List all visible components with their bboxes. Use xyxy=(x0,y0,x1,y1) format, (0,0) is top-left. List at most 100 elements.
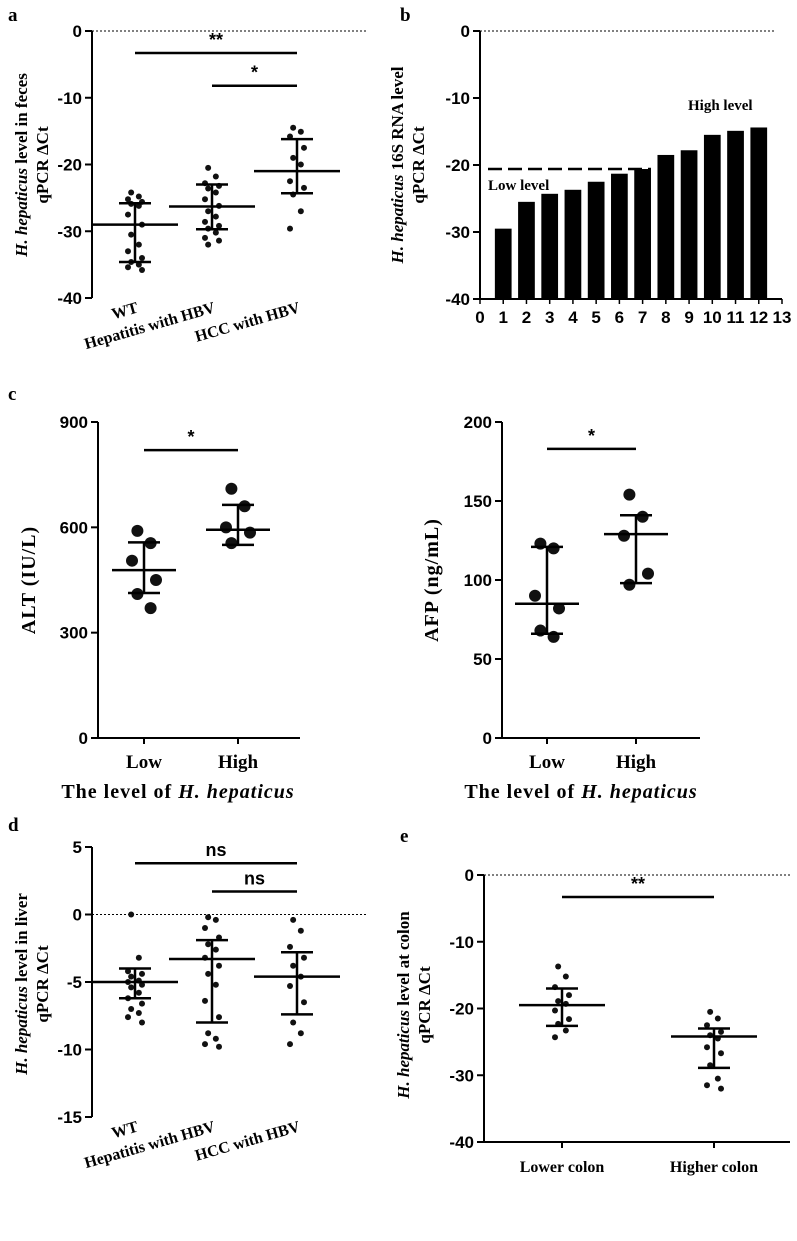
data-point xyxy=(290,962,297,969)
bar xyxy=(518,201,535,299)
data-point xyxy=(301,184,307,191)
x-tick-label: 1 xyxy=(498,308,507,327)
data-point xyxy=(555,963,562,970)
y-tick-label: -20 xyxy=(449,1000,474,1019)
y-tick-label: -10 xyxy=(57,89,82,108)
data-point xyxy=(704,1082,710,1089)
data-point xyxy=(205,970,212,977)
y-tick-label: 50 xyxy=(473,650,492,669)
data-point xyxy=(150,574,162,586)
y-axis-title-rest: level at colon xyxy=(394,911,413,1010)
data-point xyxy=(718,1085,724,1092)
data-point xyxy=(135,954,142,961)
data-point xyxy=(566,1016,572,1023)
y-tick-label: 150 xyxy=(464,492,492,511)
bar xyxy=(611,173,628,299)
data-point xyxy=(297,161,304,168)
data-point xyxy=(128,911,135,918)
x-tick-label: 8 xyxy=(661,308,670,327)
data-point xyxy=(202,218,208,225)
data-point xyxy=(290,154,297,161)
bar xyxy=(750,127,768,299)
panel-letter-a: a xyxy=(8,5,18,26)
data-point xyxy=(125,196,131,203)
y-axis-title-rest: level in liver xyxy=(12,893,31,986)
data-point xyxy=(623,488,636,501)
panel-c-alt-chart: 0 300 600 900 * Low High ALT (IU/L) The level of… xyxy=(18,413,300,803)
data-point xyxy=(714,1075,721,1082)
data-point xyxy=(297,927,304,934)
data-point xyxy=(718,1028,724,1035)
y-axis-title-line1: H. hepaticus level in liver xyxy=(12,893,31,1076)
data-point xyxy=(704,1044,710,1051)
y-axis-title-text: ALT (IU/L) xyxy=(18,526,40,634)
data-point xyxy=(139,1019,145,1026)
data-point xyxy=(205,914,212,921)
data-point xyxy=(205,185,212,192)
significance-label: ns xyxy=(244,869,265,889)
data-point xyxy=(704,1022,710,1029)
data-point xyxy=(225,537,238,550)
data-point xyxy=(135,989,142,996)
x-category-label: Low xyxy=(529,752,565,773)
data-point xyxy=(212,981,219,988)
data-point xyxy=(212,213,219,220)
data-point xyxy=(562,973,569,980)
data-point xyxy=(238,500,251,513)
y-axis-title-line2: qPCR ΔCt xyxy=(415,966,434,1044)
x-tick-label: 10 xyxy=(703,308,722,327)
data-point xyxy=(718,1050,724,1057)
y-tick-label: -30 xyxy=(449,1066,474,1085)
x-axis-title-prefix: The level of xyxy=(464,781,581,803)
x-tick-label: 11 xyxy=(727,308,745,327)
y-tick-label: 5 xyxy=(73,838,82,857)
y-tick-label: 0 xyxy=(461,22,470,41)
y-tick-label: 0 xyxy=(483,729,492,748)
x-tick-label: 6 xyxy=(615,308,624,327)
significance-label: ** xyxy=(209,30,223,50)
x-category-label: High xyxy=(616,752,657,773)
data-point xyxy=(128,189,135,196)
data-point xyxy=(216,222,222,229)
data-point xyxy=(144,602,157,615)
y-tick-label: -40 xyxy=(449,1133,474,1152)
data-point xyxy=(205,941,212,948)
data-point xyxy=(642,567,654,580)
bar xyxy=(727,130,744,299)
y-axis-title-species: H. hepaticus xyxy=(12,168,31,258)
y-axis-title-species: H. hepaticus xyxy=(394,1010,413,1100)
bar xyxy=(657,154,675,299)
data-point xyxy=(126,554,138,567)
data-point xyxy=(125,248,131,255)
data-point xyxy=(216,237,222,244)
y-axis-title: H. hepaticus level in liver qPCR ΔCt xyxy=(12,893,52,1076)
data-point xyxy=(623,578,636,591)
data-point xyxy=(205,241,212,248)
panel-letter-b: b xyxy=(400,5,411,26)
data-point xyxy=(202,234,208,241)
y-tick-label: 600 xyxy=(60,518,88,537)
data-point xyxy=(244,526,256,539)
data-point xyxy=(287,225,293,232)
data-point xyxy=(529,589,541,602)
x-axis-title: The level of H. hepaticus xyxy=(61,781,294,803)
data-point xyxy=(128,231,135,238)
y-tick-label: -20 xyxy=(57,156,82,175)
x-category-label: Low xyxy=(126,752,162,773)
y-axis-title-line2: qPCR ΔCt xyxy=(33,945,52,1023)
data-point xyxy=(636,510,649,523)
x-tick-label: 9 xyxy=(684,308,693,327)
data-point xyxy=(287,943,293,950)
y-axis-title-line1: H. hepaticus 16S RNA level xyxy=(388,66,407,264)
y-axis-title-line2: qPCR ΔCt xyxy=(33,126,52,204)
data-point xyxy=(125,211,131,218)
y-axis-title-rest: 16S RNA level xyxy=(388,66,407,174)
data-point xyxy=(205,208,212,215)
bar xyxy=(564,189,582,299)
y-tick-label: -10 xyxy=(449,933,474,952)
y-axis-title-rest: level in feces xyxy=(12,73,31,168)
data-point xyxy=(707,1008,714,1015)
data-point xyxy=(125,1014,131,1021)
